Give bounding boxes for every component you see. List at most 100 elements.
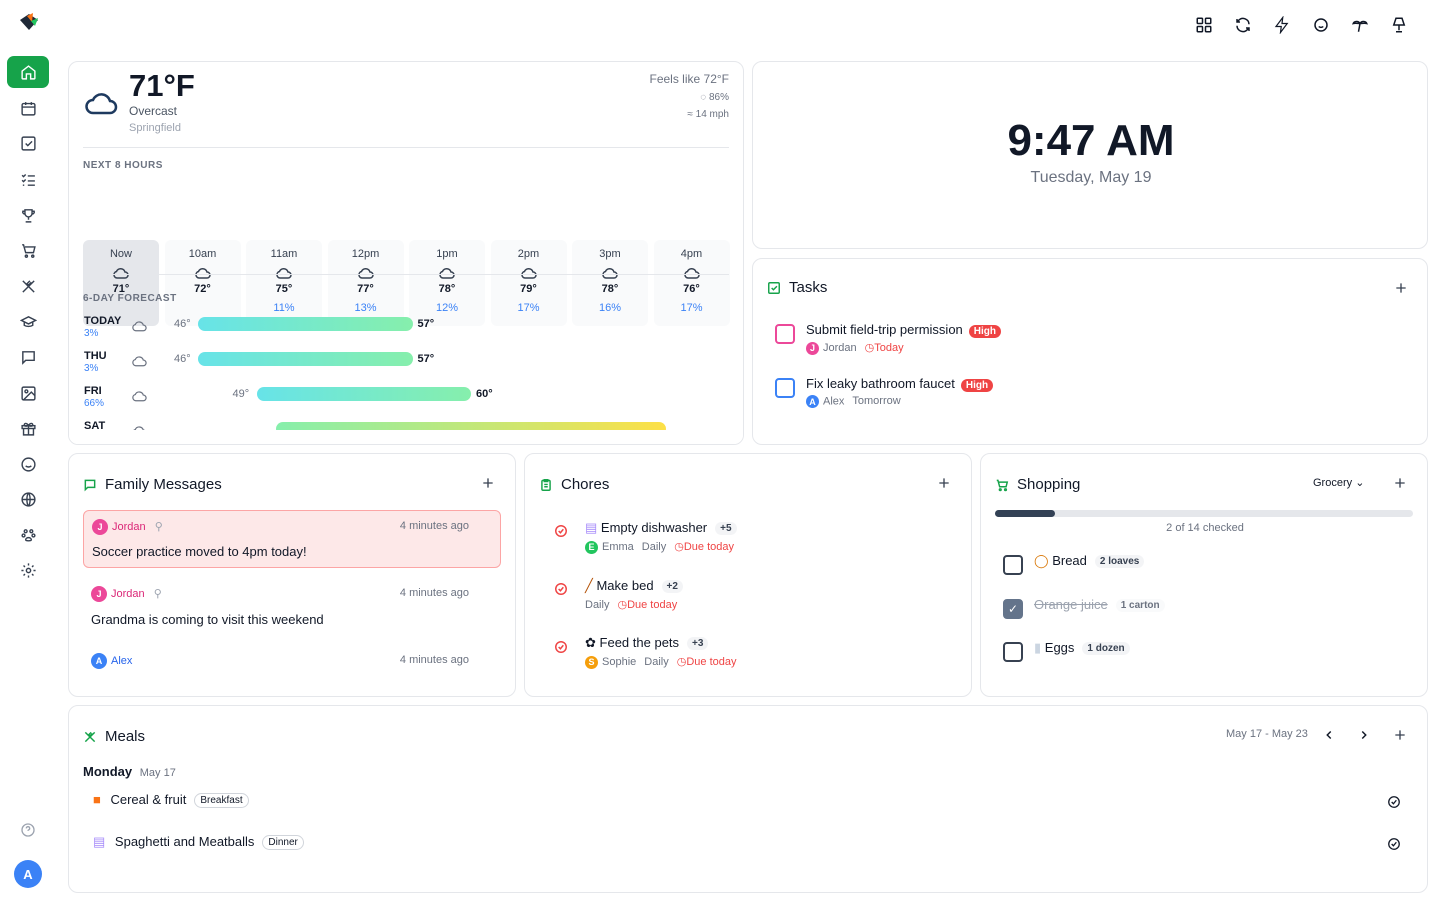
hour-temp: 72° (194, 283, 211, 295)
day-name: TODAY (84, 315, 122, 327)
utensils-icon (21, 279, 35, 293)
nav-tasks-button[interactable] (7, 127, 49, 159)
chore-title: Feed the pets (599, 635, 680, 650)
nav-meals-button[interactable] (7, 270, 49, 302)
avatar: S (585, 655, 598, 669)
task-item[interactable]: Submit field-trip permission High (806, 322, 1001, 338)
task-meta: J Jordan ◷Today (806, 341, 904, 355)
pin-icon[interactable]: ⚲ (153, 587, 162, 600)
nav-home-button[interactable] (7, 56, 49, 88)
qty-badge: 1 carton (1115, 599, 1165, 613)
nav-calendar-button[interactable] (7, 92, 49, 124)
app-logo[interactable] (18, 12, 40, 32)
divider (83, 147, 729, 148)
item-checkbox[interactable] (1003, 642, 1023, 662)
message-text: Soccer practice moved to 4pm today! (92, 544, 307, 559)
avatar: A (806, 395, 819, 408)
day-high: 60° (476, 388, 493, 400)
nav-gifts-button[interactable] (7, 412, 49, 444)
weather-card: 71°F Overcast Springfield Feels like 72°… (68, 61, 744, 445)
refresh-button[interactable] (1223, 14, 1262, 36)
shopping-card: Shopping Grocery ⌄ 2 of 14 checked ◯ Bre… (980, 453, 1428, 697)
lamp-button[interactable] (1379, 14, 1418, 36)
shopping-item[interactable]: ◯ Bread 2 loaves (1034, 553, 1145, 569)
check-circle-icon[interactable] (1387, 795, 1401, 809)
chevron-left-icon[interactable] (1322, 728, 1336, 742)
nav-school-button[interactable] (7, 306, 49, 338)
nav-messages-button[interactable] (7, 341, 49, 373)
cloud-icon (132, 356, 147, 367)
pin-icon[interactable]: ⚲ (154, 520, 163, 533)
cloud-icon (132, 321, 147, 332)
meals-title: Meals (105, 728, 146, 745)
shopping-item[interactable]: ▮ Eggs 1 dozen (1034, 640, 1130, 656)
chore-check-icon[interactable] (554, 640, 568, 654)
nav-settings-button[interactable] (7, 554, 49, 586)
message-item-pinned[interactable]: J Jordan ⚲ 4 minutes ago Soccer practice … (83, 510, 501, 568)
nav-family-button[interactable] (7, 448, 49, 480)
humidity-row: ◌ 86% (700, 92, 729, 103)
nav-globe-button[interactable] (7, 483, 49, 515)
item-name: Bread (1052, 553, 1087, 568)
tasks-card: Tasks Submit field-trip permission High J… (752, 258, 1428, 445)
meal-item[interactable]: ■ Cereal & fruit Breakfast (93, 792, 249, 809)
meal-item[interactable]: ▤ Spaghetti and Meatballs Dinner (93, 834, 304, 851)
avatar: E (585, 540, 598, 554)
hour-rain: 11% (273, 302, 295, 314)
nav-photos-button[interactable] (7, 377, 49, 409)
message-icon (21, 350, 35, 365)
nav-shopping-button[interactable] (7, 234, 49, 266)
shopping-item[interactable]: Orange juice 1 carton (1034, 597, 1165, 613)
chore-item[interactable]: ▤ Empty dishwasher +5 (585, 520, 737, 536)
task-item[interactable]: Fix leaky bathroom faucet High (806, 376, 994, 392)
meal-type-badge: Dinner (262, 835, 304, 851)
hour-temp: 77° (357, 283, 374, 295)
assignee: Alex (823, 395, 845, 408)
day-precip: 3% (84, 363, 99, 374)
nav-rewards-button[interactable] (7, 199, 49, 231)
add-meal-icon[interactable] (1392, 727, 1408, 743)
task-checkbox[interactable] (775, 378, 795, 398)
list-selector[interactable]: Grocery ⌄ (1313, 476, 1364, 489)
smile-icon (1313, 18, 1328, 32)
priority-badge: High (968, 325, 1001, 338)
check-circle-icon[interactable] (1387, 837, 1401, 851)
palm-tree-icon (1351, 20, 1368, 32)
chore-item[interactable]: ✿ Feed the pets +3 (585, 635, 709, 651)
grid-view-button[interactable] (1184, 14, 1223, 36)
hour-item: Now 71° (83, 240, 159, 326)
quick-action-button[interactable] (1262, 14, 1301, 36)
frequency: Daily (644, 656, 669, 668)
help-icon[interactable] (20, 822, 36, 838)
chevron-right-icon[interactable] (1357, 728, 1371, 742)
user-avatar[interactable]: A (14, 860, 42, 888)
weather-button[interactable] (1340, 14, 1379, 36)
item-checkbox[interactable] (1003, 555, 1023, 575)
qty-badge: 2 loaves (1094, 555, 1145, 569)
chore-check-icon[interactable] (554, 582, 568, 596)
chore-check-icon[interactable] (554, 524, 568, 538)
due-status: ◷Due today (674, 541, 734, 553)
add-item-icon[interactable] (1392, 475, 1408, 491)
home-icon (20, 64, 36, 80)
humidity-icon: ◌ (700, 92, 707, 103)
hour-time: 12pm (351, 248, 380, 260)
hour-time: 11am (270, 248, 298, 260)
chore-meta: E Emma Daily ◷Due today (585, 540, 734, 554)
nav-chores-button[interactable] (7, 163, 49, 195)
add-chore-icon[interactable] (936, 475, 952, 491)
hour-rain: 17% (680, 302, 703, 314)
add-message-icon[interactable] (480, 475, 496, 491)
message-meta: A Alex (91, 653, 132, 669)
shopping-title: Shopping (1017, 476, 1081, 493)
chore-item[interactable]: ╱ Make bed +2 (585, 578, 683, 594)
lightning-icon (1274, 16, 1288, 34)
due-today: ◷Today (864, 342, 904, 354)
task-checkbox[interactable] (775, 324, 795, 344)
mood-button[interactable] (1301, 14, 1340, 36)
nav-pets-button[interactable] (7, 519, 49, 551)
item-checkbox-checked[interactable]: ✓ (1003, 599, 1023, 619)
meal-day: Monday May 17 (83, 764, 176, 779)
chores-title: Chores (561, 476, 610, 493)
add-task-icon[interactable] (1393, 280, 1409, 296)
